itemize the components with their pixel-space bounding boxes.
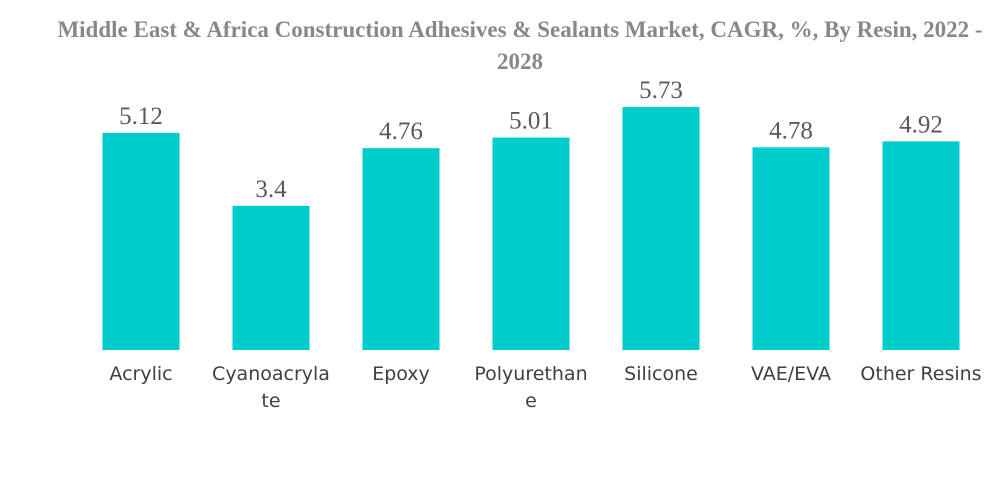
bar-acrylic — [102, 132, 180, 350]
value-label-acrylic: 5.12 — [119, 103, 163, 130]
category-label-line: VAE/EVA — [751, 363, 831, 385]
category-label-line: te — [261, 390, 280, 412]
category-labels-group: Acrylic Cyanoacryla te Epoxy Polyurethan e Sil… — [109, 363, 981, 412]
bar-epoxy — [362, 148, 440, 350]
bar-polyurethane — [492, 137, 570, 350]
category-label-epoxy: Epoxy — [372, 363, 430, 385]
bar-cyanoacrylate — [232, 205, 310, 350]
bars-group — [102, 107, 960, 350]
bar-other-resins — [882, 141, 960, 350]
value-label-silicone: 5.73 — [639, 77, 683, 104]
category-label-other-resins: Other Resins — [860, 363, 981, 385]
category-label-cyanoacrylate: Cyanoacryla te — [212, 363, 330, 412]
value-label-vae-eva: 4.78 — [769, 117, 813, 144]
category-label-polyurethane: Polyurethan e — [474, 363, 587, 412]
category-label-line: e — [525, 390, 537, 412]
bar-vae-eva — [752, 147, 830, 350]
chart-title: Middle East & Africa Construction Adhesi… — [57, 17, 983, 74]
category-label-line: Silicone — [624, 363, 698, 385]
bar-silicone — [622, 107, 700, 350]
category-label-line: Epoxy — [372, 363, 430, 385]
value-labels-group: 5.12 3.4 4.76 5.01 5.73 4.78 4.92 — [119, 77, 943, 203]
category-label-line: Cyanoacryla — [212, 363, 330, 385]
category-label-silicone: Silicone — [624, 363, 698, 385]
category-label-acrylic: Acrylic — [109, 363, 172, 385]
value-label-epoxy: 4.76 — [379, 118, 423, 145]
value-label-other-resins: 4.92 — [899, 111, 943, 138]
value-label-cyanoacrylate: 3.4 — [255, 176, 287, 203]
value-label-polyurethane: 5.01 — [509, 108, 553, 135]
category-label-line: Other Resins — [860, 363, 981, 385]
category-label-vae-eva: VAE/EVA — [751, 363, 831, 385]
category-label-line: Acrylic — [109, 363, 172, 385]
category-label-line: Polyurethan — [474, 363, 587, 385]
